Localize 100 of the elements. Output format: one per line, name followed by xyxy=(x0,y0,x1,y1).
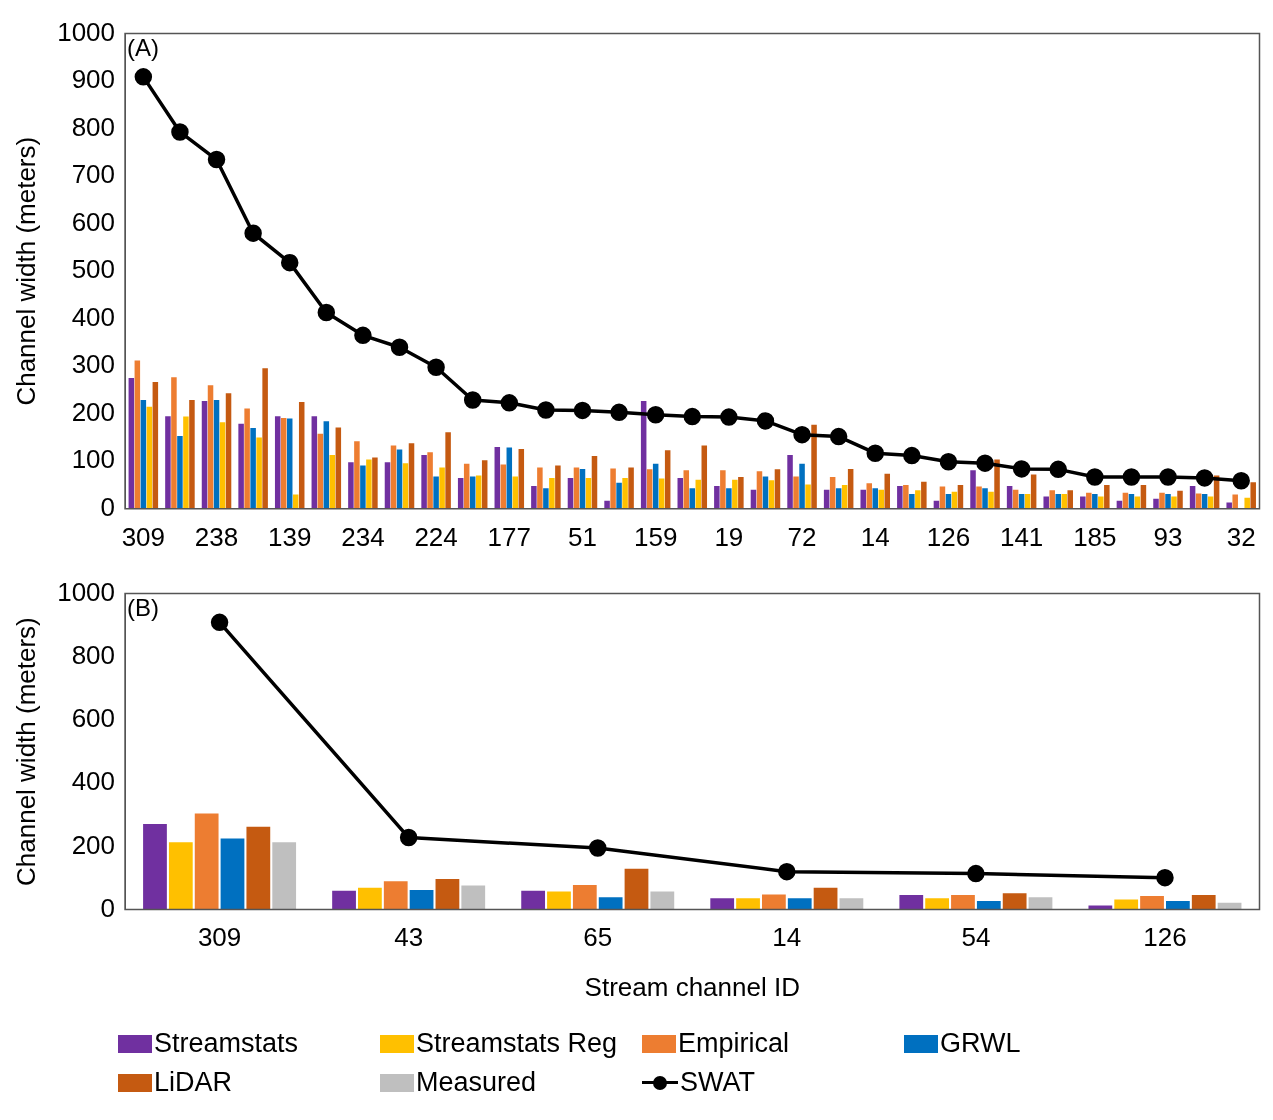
legend-label: LiDAR xyxy=(154,1067,233,1098)
point xyxy=(683,407,702,426)
point xyxy=(1159,468,1177,486)
bar xyxy=(811,424,817,509)
bar xyxy=(220,838,245,910)
point xyxy=(317,303,336,322)
y-tick-label: 800 xyxy=(71,111,116,142)
bar xyxy=(549,477,555,509)
bar xyxy=(899,895,924,910)
bar xyxy=(805,484,811,509)
bar xyxy=(262,368,268,509)
bar xyxy=(813,887,838,910)
bar xyxy=(512,476,519,509)
bar xyxy=(787,898,812,910)
bar xyxy=(547,891,571,910)
x-tick-label: 32 xyxy=(1226,521,1256,552)
bar xyxy=(1061,494,1067,509)
y-axis-title: Channel width (meters) xyxy=(10,136,41,406)
x-tick-label: 126 xyxy=(1143,922,1187,953)
point xyxy=(829,427,848,446)
y-tick-label: 600 xyxy=(71,206,116,237)
bar xyxy=(610,468,616,509)
bar xyxy=(1002,893,1027,910)
bar xyxy=(732,479,738,509)
bar xyxy=(726,488,732,509)
bar xyxy=(1165,901,1190,910)
bar xyxy=(622,477,628,509)
bar xyxy=(720,470,726,509)
y-tick-label: 1000 xyxy=(57,16,116,47)
bar xyxy=(439,467,445,509)
legend-label: Streamstats xyxy=(154,1028,299,1059)
bar xyxy=(866,483,873,509)
bar xyxy=(165,416,171,509)
x-tick-label: 177 xyxy=(487,521,531,552)
bar xyxy=(925,898,950,910)
bar xyxy=(1067,490,1073,509)
y-tick-label: 0 xyxy=(100,491,116,522)
y-tick-label: 900 xyxy=(71,64,116,95)
bar xyxy=(435,878,460,910)
bar xyxy=(481,460,488,509)
bar xyxy=(433,476,439,509)
x-tick-label: 19 xyxy=(714,521,744,552)
bar xyxy=(140,399,147,509)
bar xyxy=(1191,895,1216,910)
bar xyxy=(219,422,226,509)
y-tick-label: 200 xyxy=(71,829,116,860)
point xyxy=(967,864,985,883)
bar xyxy=(897,485,903,509)
bar xyxy=(1165,494,1171,509)
bar xyxy=(714,485,720,509)
bar xyxy=(909,494,915,509)
bar xyxy=(311,416,318,509)
bar xyxy=(1043,496,1049,509)
bar xyxy=(256,437,262,509)
x-tick-label: 234 xyxy=(341,521,385,552)
bar xyxy=(710,898,735,910)
point xyxy=(1156,868,1174,887)
legend-label: GRWL xyxy=(940,1028,1021,1059)
bar xyxy=(1140,896,1164,910)
bar xyxy=(427,452,433,509)
bar xyxy=(799,463,805,509)
x-tick-label: 93 xyxy=(1153,521,1183,552)
x-tick-label: 139 xyxy=(268,521,312,552)
y-tick-label: 0 xyxy=(100,892,116,923)
point xyxy=(778,862,796,881)
point xyxy=(573,401,592,420)
bar xyxy=(1177,490,1183,509)
y-axis-title: Channel width (meters) xyxy=(10,617,41,886)
bar xyxy=(171,377,177,509)
point xyxy=(399,828,418,847)
point xyxy=(939,453,958,471)
bar xyxy=(762,894,786,910)
point xyxy=(720,408,738,426)
bar xyxy=(970,470,976,509)
bar xyxy=(1055,494,1061,509)
point xyxy=(244,224,262,242)
bar xyxy=(839,898,864,910)
annotation: (B) xyxy=(127,594,160,622)
point xyxy=(866,444,884,462)
bar xyxy=(372,457,378,509)
bar xyxy=(134,360,141,509)
point xyxy=(756,412,775,430)
y-tick-label: 800 xyxy=(71,639,116,670)
annotation: (A) xyxy=(127,34,160,62)
bar xyxy=(1114,899,1139,910)
point xyxy=(207,150,226,169)
bar xyxy=(366,459,372,509)
bar xyxy=(128,378,135,509)
y-tick-label: 200 xyxy=(71,396,116,427)
y-tick-label: 500 xyxy=(71,254,116,285)
bar xyxy=(323,421,330,509)
bar xyxy=(555,465,561,509)
point xyxy=(610,403,628,422)
point xyxy=(1232,472,1250,490)
point xyxy=(588,839,607,857)
bar xyxy=(616,482,622,509)
bar xyxy=(421,455,427,509)
bar xyxy=(146,406,153,509)
bar xyxy=(624,868,649,910)
point xyxy=(976,454,994,472)
